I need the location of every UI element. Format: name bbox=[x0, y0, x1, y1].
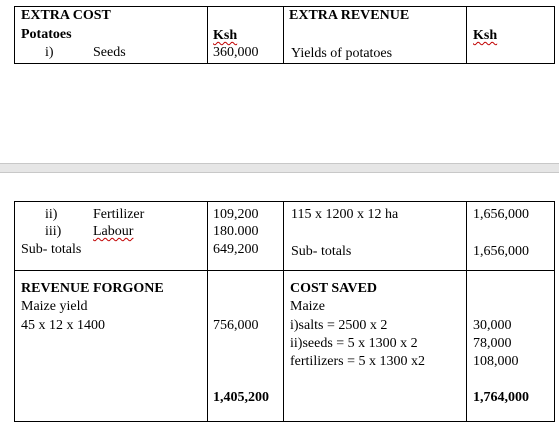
item-iii-number: iii) bbox=[45, 224, 62, 239]
yields-label: Yields of potatoes bbox=[291, 46, 393, 61]
page-break-band bbox=[0, 163, 559, 173]
ksh-header-left: Ksh bbox=[213, 28, 238, 43]
fertilizer-value: 109,200 bbox=[213, 207, 259, 222]
maize-formula: 45 x 12 x 1400 bbox=[21, 318, 105, 333]
subtotal-left-value: 649,200 bbox=[213, 242, 259, 257]
seeds-saved-value: 78,000 bbox=[473, 336, 512, 351]
yield-value: 1,656,000 bbox=[473, 207, 529, 222]
labour-value: 180.000 bbox=[213, 224, 259, 239]
seeds-value: 360,000 bbox=[213, 45, 259, 60]
maize-yield-label: Maize yield bbox=[21, 299, 88, 314]
subtotal-left-label: Sub- totals bbox=[21, 242, 82, 257]
item-ii-number: ii) bbox=[45, 207, 58, 222]
total-left: 1,405,200 bbox=[213, 390, 269, 405]
salts-value: 30,000 bbox=[473, 318, 512, 333]
potatoes-label: Potatoes bbox=[21, 27, 72, 42]
seeds-line: ii)seeds = 5 x 1300 x 2 bbox=[290, 336, 418, 351]
total-right: 1,764,000 bbox=[473, 390, 529, 405]
subtotal-right-value: 1,656,000 bbox=[473, 244, 529, 259]
extra-cost-header: EXTRA COST bbox=[21, 8, 111, 23]
fertilizers-value: 108,000 bbox=[473, 354, 519, 369]
seeds-label: Seeds bbox=[93, 45, 126, 60]
subtotal-right-label: Sub- totals bbox=[291, 244, 352, 259]
fertilizers-line: fertilizers = 5 x 1300 x2 bbox=[290, 354, 426, 369]
yield-formula: 115 x 1200 x 12 ha bbox=[291, 207, 399, 222]
labour-label: Labour bbox=[93, 224, 134, 239]
extra-revenue-header: EXTRA REVENUE bbox=[289, 8, 410, 23]
maize-value: 756,000 bbox=[213, 318, 259, 333]
cost-saved-maize: Maize bbox=[290, 299, 325, 314]
ksh-header-right: Ksh bbox=[473, 28, 498, 43]
fertilizer-label: Fertilizer bbox=[93, 207, 145, 222]
cost-saved-header: COST SAVED bbox=[290, 281, 378, 296]
revenue-forgone-header: REVENUE FORGONE bbox=[21, 281, 164, 296]
salts-line: i)salts = 2500 x 2 bbox=[290, 318, 388, 333]
item-i-number: i) bbox=[45, 45, 54, 60]
